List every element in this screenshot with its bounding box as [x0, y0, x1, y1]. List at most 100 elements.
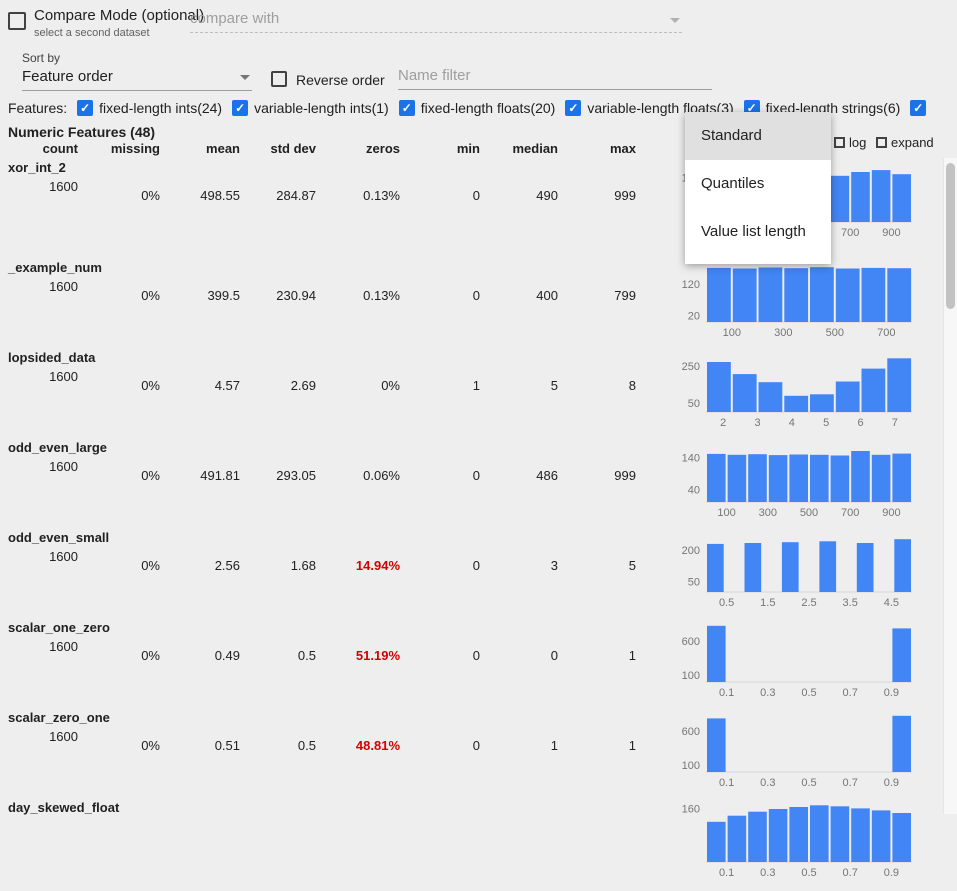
feature-min: 0	[472, 188, 480, 203]
menu-item-standard[interactable]: Standard	[685, 112, 831, 160]
sort-by-select[interactable]: Feature order	[22, 68, 252, 91]
feature-min: 0	[472, 468, 480, 483]
histogram-svg: 600 100 0.1 0.3 0.5 0.7 0.9	[682, 715, 912, 789]
sort-by-label: Sort by	[22, 51, 61, 65]
feature-missing: 0%	[141, 468, 160, 483]
histogram-bar	[707, 543, 724, 592]
histogram-bar	[871, 170, 891, 222]
column-header-median[interactable]: median	[512, 141, 558, 156]
scrollbar-track[interactable]	[943, 158, 957, 814]
scrollbar-thumb[interactable]	[946, 163, 955, 309]
feature-median: 490	[536, 188, 558, 203]
x-axis-tick: 0.7	[843, 777, 858, 789]
histogram-svg: 120 20 100 300 500 700	[682, 267, 912, 339]
histogram-bar	[732, 374, 757, 412]
x-axis-tick: 0.3	[760, 687, 775, 699]
feature-missing: 0%	[141, 188, 160, 203]
x-axis-tick: 0.9	[884, 777, 899, 789]
x-axis-tick: 3	[754, 417, 760, 429]
feature-type-checkbox[interactable]: ✓	[910, 100, 927, 116]
feature-mean: 491.81	[200, 468, 240, 483]
compare-mode-checkbox[interactable]	[8, 12, 26, 30]
x-axis-tick: 7	[892, 417, 898, 429]
feature-type-label: fixed-length ints(24)	[99, 100, 223, 116]
feature-std_dev: 0.5	[297, 738, 316, 753]
feature-row: scalar_zero_one 1600 0% 0.51 0.5 48.81% 0 1 1 600…	[0, 708, 940, 798]
feature-row: day_skewed_float 160 0.1 0.3 0.5 0.7 0.9	[0, 798, 940, 888]
feature-mean: 2.56	[214, 558, 240, 573]
histogram-bar	[892, 715, 911, 772]
feature-type-checkbox[interactable]: ✓	[232, 100, 249, 116]
feature-median: 1	[550, 738, 558, 753]
column-header-min[interactable]: min	[456, 141, 480, 156]
menu-item-quantiles[interactable]: Quantiles	[701, 175, 765, 192]
histogram-bar	[887, 358, 912, 412]
feature-std_dev: 284.87	[276, 188, 316, 203]
feature-name: odd_even_large	[8, 440, 107, 455]
facets-overview-app: Compare Mode (optional) select a second …	[0, 7, 957, 879]
column-header-count[interactable]: count	[42, 141, 78, 156]
histogram-bar	[810, 267, 834, 322]
histogram-chart: 160 0.1 0.3 0.5 0.7 0.9	[656, 800, 938, 886]
y-axis-tick: 50	[688, 576, 700, 588]
x-axis-tick: 4.5	[884, 597, 899, 609]
name-filter-input[interactable]	[398, 67, 712, 90]
y-axis-tick: 100	[682, 670, 700, 682]
column-header-missing[interactable]: missing	[110, 141, 160, 156]
feature-max: 5	[628, 558, 636, 573]
feature-type-label: fixed-length floats(20)	[420, 100, 556, 116]
expand-checkbox[interactable]	[876, 137, 887, 148]
x-axis-tick: 0.5	[719, 597, 734, 609]
y-axis-tick: 50	[688, 398, 700, 410]
feature-count: 1600	[49, 279, 78, 294]
histogram-bar	[727, 454, 747, 502]
reverse-order-checkbox[interactable]	[271, 71, 287, 87]
histogram-bar	[781, 542, 799, 592]
feature-type-checkbox[interactable]: ✓	[77, 100, 94, 116]
histogram-bar	[744, 543, 762, 592]
menu-item-value-list-length[interactable]: Value list length	[701, 223, 806, 240]
x-axis-tick: 3.5	[843, 597, 858, 609]
y-axis-tick: 600	[682, 636, 700, 648]
column-header-zeros[interactable]: zeros	[366, 141, 400, 156]
compare-mode-title: Compare Mode (optional)	[34, 7, 205, 24]
feature-type-checkbox[interactable]: ✓	[565, 100, 582, 116]
feature-median: 400	[536, 288, 558, 303]
histogram-chart: 250 50 2 3 4 5 6 7	[656, 350, 938, 436]
histogram-bar	[768, 809, 788, 862]
feature-min: 0	[472, 738, 480, 753]
feature-name: scalar_zero_one	[8, 710, 110, 725]
histogram-chart: 140 40 100 300 500 700 900	[656, 440, 938, 526]
histogram-bar	[758, 382, 783, 412]
feature-min: 0	[472, 558, 480, 573]
feature-max: 999	[614, 468, 636, 483]
histogram-chart: 120 20 100 300 500 700	[656, 260, 938, 346]
column-header-std-dev[interactable]: std dev	[270, 141, 316, 156]
feature-type-checkbox[interactable]: ✓	[398, 100, 415, 116]
column-header-max[interactable]: max	[609, 141, 636, 156]
x-axis-tick: 700	[841, 507, 859, 519]
histogram-bar	[784, 268, 809, 322]
feature-row: lopsided_data 1600 0% 4.57 2.69 0% 1 5 8 250 50 2 3 4…	[0, 348, 940, 438]
y-axis-tick: 40	[688, 484, 700, 496]
features-bar-label: Features:	[8, 100, 68, 116]
feature-max: 8	[628, 378, 636, 393]
feature-median: 0	[550, 648, 558, 663]
compare-mode-labels: Compare Mode (optional) select a second …	[34, 7, 204, 39]
x-axis-tick: 500	[800, 507, 818, 519]
log-scale-checkbox[interactable]	[834, 137, 845, 148]
feature-min: 0	[472, 288, 480, 303]
histogram-bar	[892, 628, 911, 682]
histogram-bar	[851, 808, 870, 862]
feature-max: 1	[628, 738, 636, 753]
y-axis-tick: 250	[682, 361, 700, 373]
histogram-bar	[707, 267, 731, 322]
feature-zeros: 14.94%	[355, 558, 400, 573]
x-axis-tick: 2	[720, 417, 726, 429]
feature-median: 5	[550, 378, 558, 393]
y-axis-tick: 20	[688, 311, 700, 323]
feature-std_dev: 0.5	[297, 648, 316, 663]
column-header-mean[interactable]: mean	[206, 141, 240, 156]
feature-type-filter-0: ✓ fixed-length ints(24)	[77, 100, 222, 116]
histogram-svg: 250 50 2 3 4 5 6 7	[682, 358, 912, 429]
